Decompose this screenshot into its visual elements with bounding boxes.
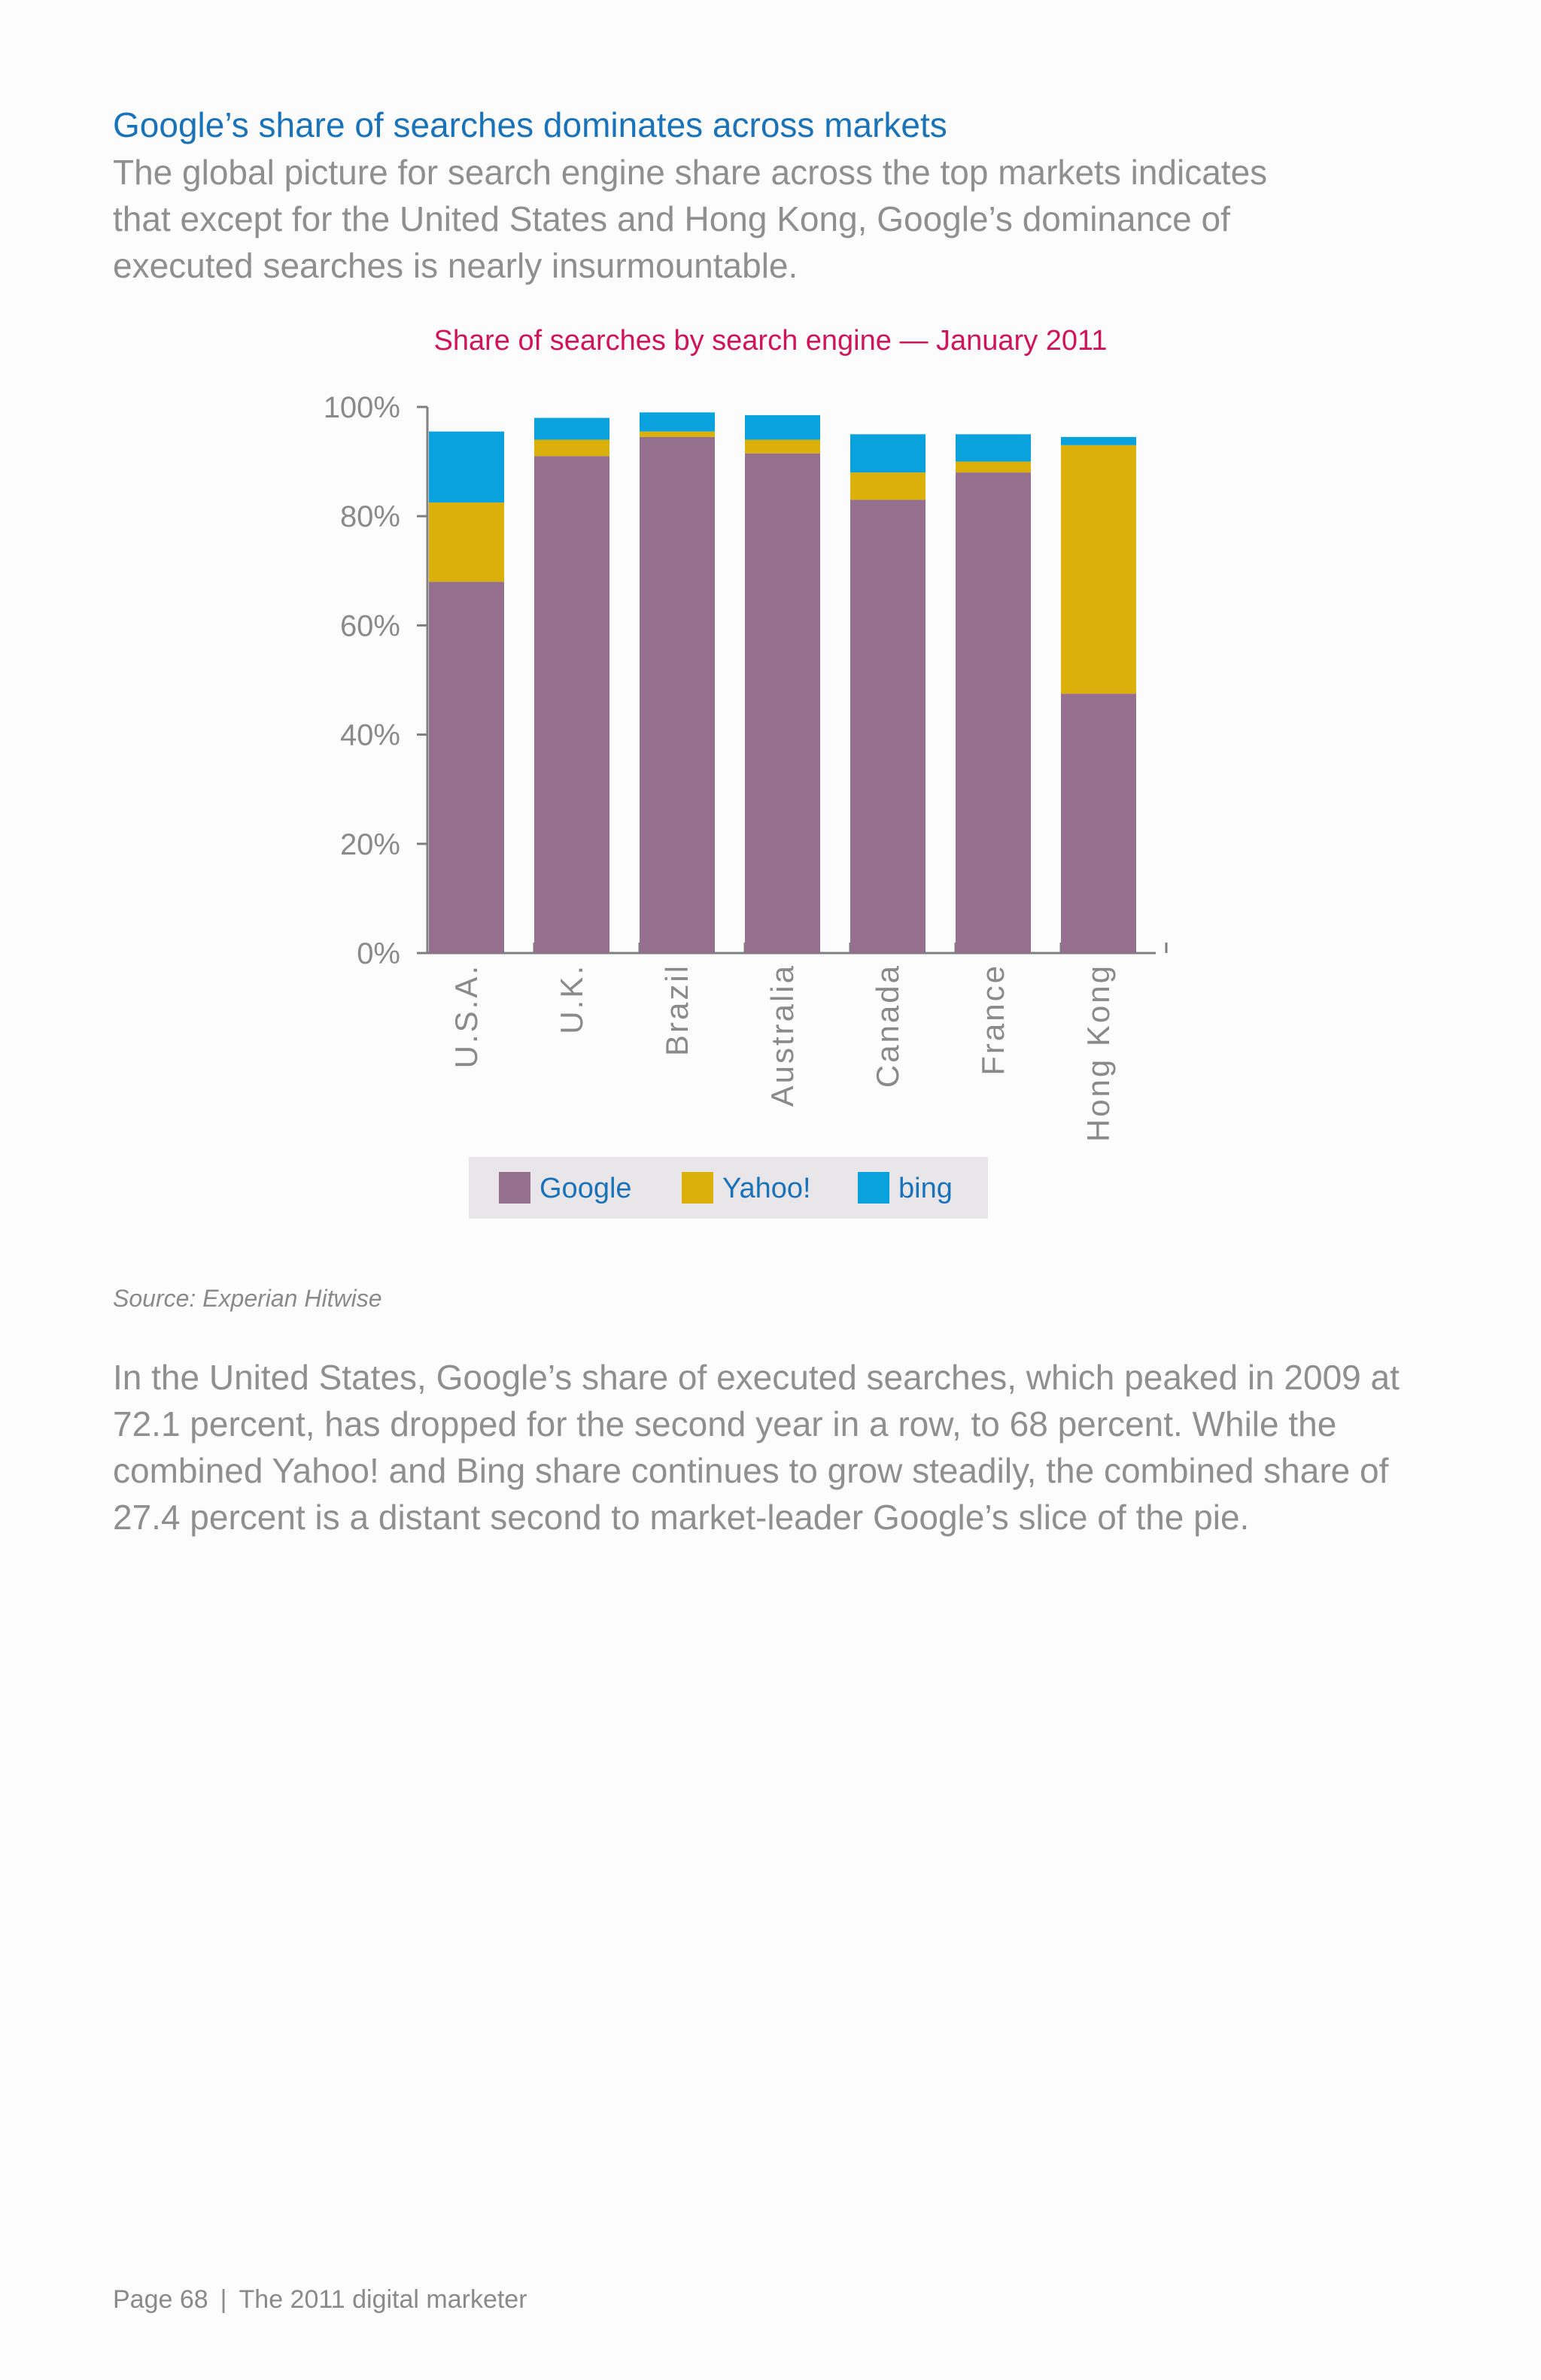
bar-segment-bing xyxy=(850,434,926,473)
page-footer: Page 68 | The 2011 digital marketer xyxy=(113,2285,527,2315)
bar-segment-yahoo xyxy=(429,502,504,582)
x-tick-label: Brazil xyxy=(659,964,695,1056)
legend-swatch xyxy=(682,1172,713,1204)
bar-segment-yahoo xyxy=(534,439,609,457)
page-number: Page 68 xyxy=(113,2285,208,2314)
x-tick-label: U.S.A. xyxy=(448,964,484,1068)
bar-segment-yahoo xyxy=(745,439,820,454)
bar-segment-yahoo xyxy=(956,461,1031,473)
stacked-bar-chart: 0% 20% 40% 60% 80% 100% U.S.A. U.K. Brazil Austra… xyxy=(324,391,1168,1219)
bar-segment-google xyxy=(850,499,926,953)
bar-segment-google xyxy=(534,456,609,953)
bar-segment-bing xyxy=(745,414,820,440)
bar-segment-google xyxy=(956,472,1031,953)
bar-segment-bing xyxy=(534,417,609,440)
bar-segment-yahoo xyxy=(640,431,715,437)
bar-segment-bing xyxy=(956,434,1031,462)
legend-swatch xyxy=(499,1172,530,1204)
x-tick-label: U.K. xyxy=(554,964,589,1034)
x-tick-label: Canada xyxy=(870,964,905,1088)
body-paragraph: In the United States, Google’s share of … xyxy=(113,1358,1400,1537)
publication-title: The 2011 digital marketer xyxy=(239,2285,527,2314)
bar-segment-bing xyxy=(1061,436,1136,445)
section-heading: Google’s share of searches dominates acr… xyxy=(113,105,947,144)
footer-separator: | xyxy=(220,2285,227,2314)
y-tick-label: 0% xyxy=(357,937,400,970)
bar-segment-bing xyxy=(640,412,715,432)
chart-title: Share of searches by search engine — Jan… xyxy=(433,325,1108,357)
x-tick-label: Australia xyxy=(764,964,800,1107)
legend-box xyxy=(469,1157,988,1219)
bar-segment-google xyxy=(1061,694,1136,953)
intro-paragraph: The global picture for search engine sha… xyxy=(113,153,1268,285)
x-tick-label: France xyxy=(975,964,1011,1076)
legend-label: bing xyxy=(898,1173,953,1204)
bar-segment-google xyxy=(745,453,820,953)
bar-segment-yahoo xyxy=(850,472,926,500)
legend-label: Yahoo! xyxy=(722,1173,811,1204)
legend-label: Google xyxy=(540,1173,632,1204)
bar-segment-bing xyxy=(429,431,504,503)
bar-segment-yahoo xyxy=(1061,445,1136,694)
y-tick-label: 100% xyxy=(324,391,400,424)
bar-segment-google xyxy=(640,436,715,953)
x-tick-label: Hong Kong xyxy=(1081,964,1116,1142)
y-tick-label: 40% xyxy=(340,719,400,752)
legend-swatch xyxy=(858,1172,889,1204)
source-note: Source: Experian Hitwise xyxy=(113,1285,382,1312)
y-tick-label: 60% xyxy=(340,609,400,642)
bar-segment-google xyxy=(429,581,504,953)
y-tick-label: 20% xyxy=(340,828,400,861)
y-tick-label: 80% xyxy=(340,500,400,533)
